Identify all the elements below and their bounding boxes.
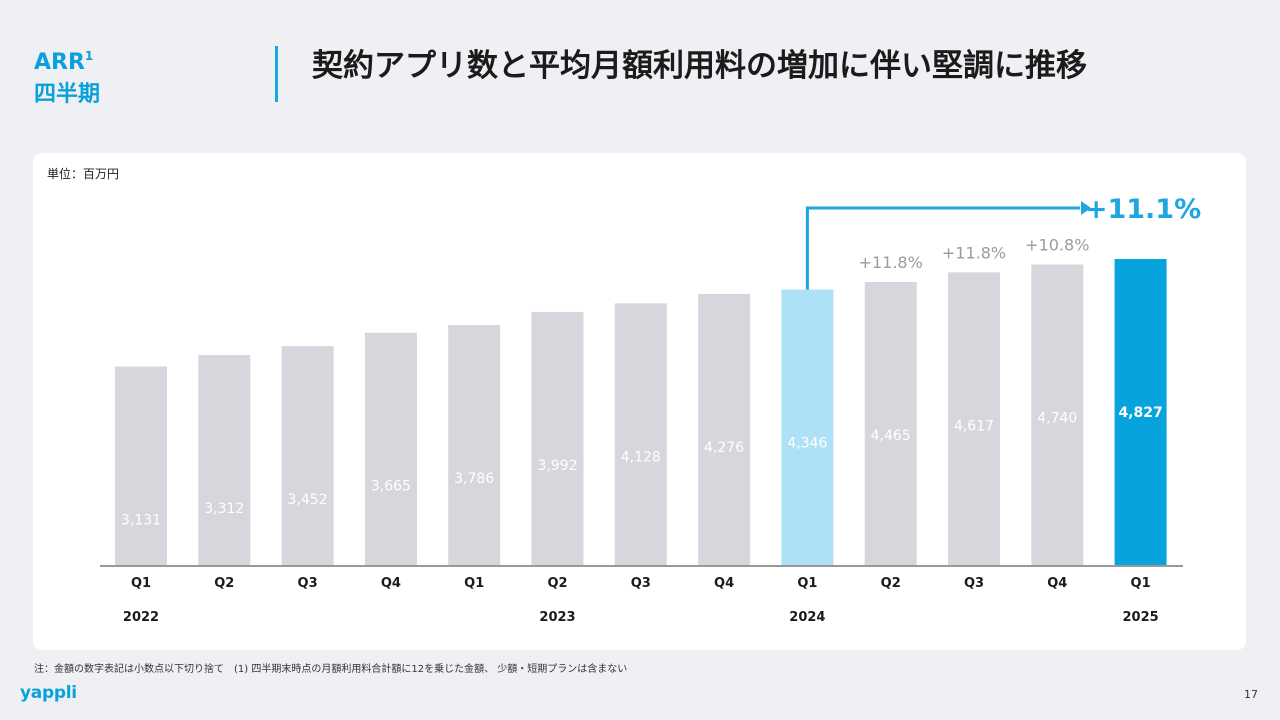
- unit-label: 単位：百万円: [47, 167, 120, 181]
- bar-value-label: 3,131: [121, 513, 161, 529]
- bar-value-label: 3,665: [371, 479, 411, 495]
- year-label: 2025: [1123, 610, 1159, 625]
- title-divider: [275, 46, 278, 102]
- yappli-logo: yappli: [20, 683, 77, 703]
- bar-6: [614, 303, 667, 565]
- growth-label: +10.8%: [1025, 236, 1089, 255]
- yoy-arrow-line: [805, 206, 1080, 290]
- x-tick-label: Q1: [1131, 576, 1151, 591]
- x-tick-label: Q2: [881, 576, 901, 591]
- year-label: 2022: [123, 610, 159, 625]
- x-tick-label: Q2: [214, 576, 234, 591]
- x-tick-label: Q3: [631, 576, 651, 591]
- x-tick-label: Q1: [131, 576, 151, 591]
- x-tick-label: Q4: [1047, 576, 1067, 591]
- page-title: 契約アプリ数と平均月額利用料の増加に伴い堅調に推移: [312, 48, 1087, 84]
- growth-label: +11.8%: [942, 243, 1006, 262]
- metric-label: ARR: [34, 50, 85, 75]
- bar-value-label: 4,465: [871, 428, 911, 444]
- bar-8: [781, 289, 834, 565]
- x-tick-label: Q3: [298, 576, 318, 591]
- period-label: 四半期: [34, 82, 101, 107]
- bar-value-label: 3,312: [204, 501, 244, 517]
- bar-9: [864, 281, 917, 565]
- bar-value-label: 4,346: [787, 435, 827, 451]
- bar-1: [198, 355, 251, 565]
- bar-value-label: 3,992: [537, 458, 577, 474]
- x-tick-label: Q2: [547, 576, 567, 591]
- bar-value-label: 4,617: [954, 418, 994, 434]
- x-tick-label: Q1: [464, 576, 484, 591]
- bar-3: [364, 332, 417, 565]
- year-label: 2024: [789, 610, 825, 625]
- bar-5: [531, 311, 584, 565]
- bar-0: [115, 366, 167, 565]
- yoy-arrow-head: [1081, 201, 1091, 215]
- bar-4: [448, 324, 501, 565]
- bar-11: [1031, 264, 1084, 565]
- x-tick-label: Q1: [797, 576, 817, 591]
- footnote: 注：金額の数字表記は小数点以下切り捨て (1) 四半期末時点の月額利用料合計額に…: [34, 664, 628, 675]
- year-label: 2023: [539, 610, 575, 625]
- bar-value-label: 4,276: [704, 440, 744, 456]
- bar-value-label: 3,786: [454, 471, 494, 487]
- page-number: 17: [1244, 688, 1258, 701]
- side-title: ARR1 四半期: [34, 40, 100, 111]
- bar-2: [281, 346, 334, 565]
- bar-7: [698, 293, 751, 565]
- bar-value-label: 4,740: [1037, 411, 1077, 427]
- x-tick-label: Q4: [714, 576, 734, 591]
- bar-value-label: 4,128: [621, 449, 661, 465]
- x-tick-label: Q4: [381, 576, 401, 591]
- bar-value-label: 3,452: [288, 492, 328, 508]
- bar-value-label: 4,827: [1118, 405, 1162, 421]
- metric-footnote-marker: 1: [84, 49, 94, 63]
- bar-10: [948, 272, 1000, 565]
- growth-label: +11.8%: [859, 253, 923, 272]
- x-tick-label: Q3: [964, 576, 984, 591]
- bar-12: [1114, 259, 1167, 565]
- yoy-growth-label: +11.1%: [1085, 194, 1201, 225]
